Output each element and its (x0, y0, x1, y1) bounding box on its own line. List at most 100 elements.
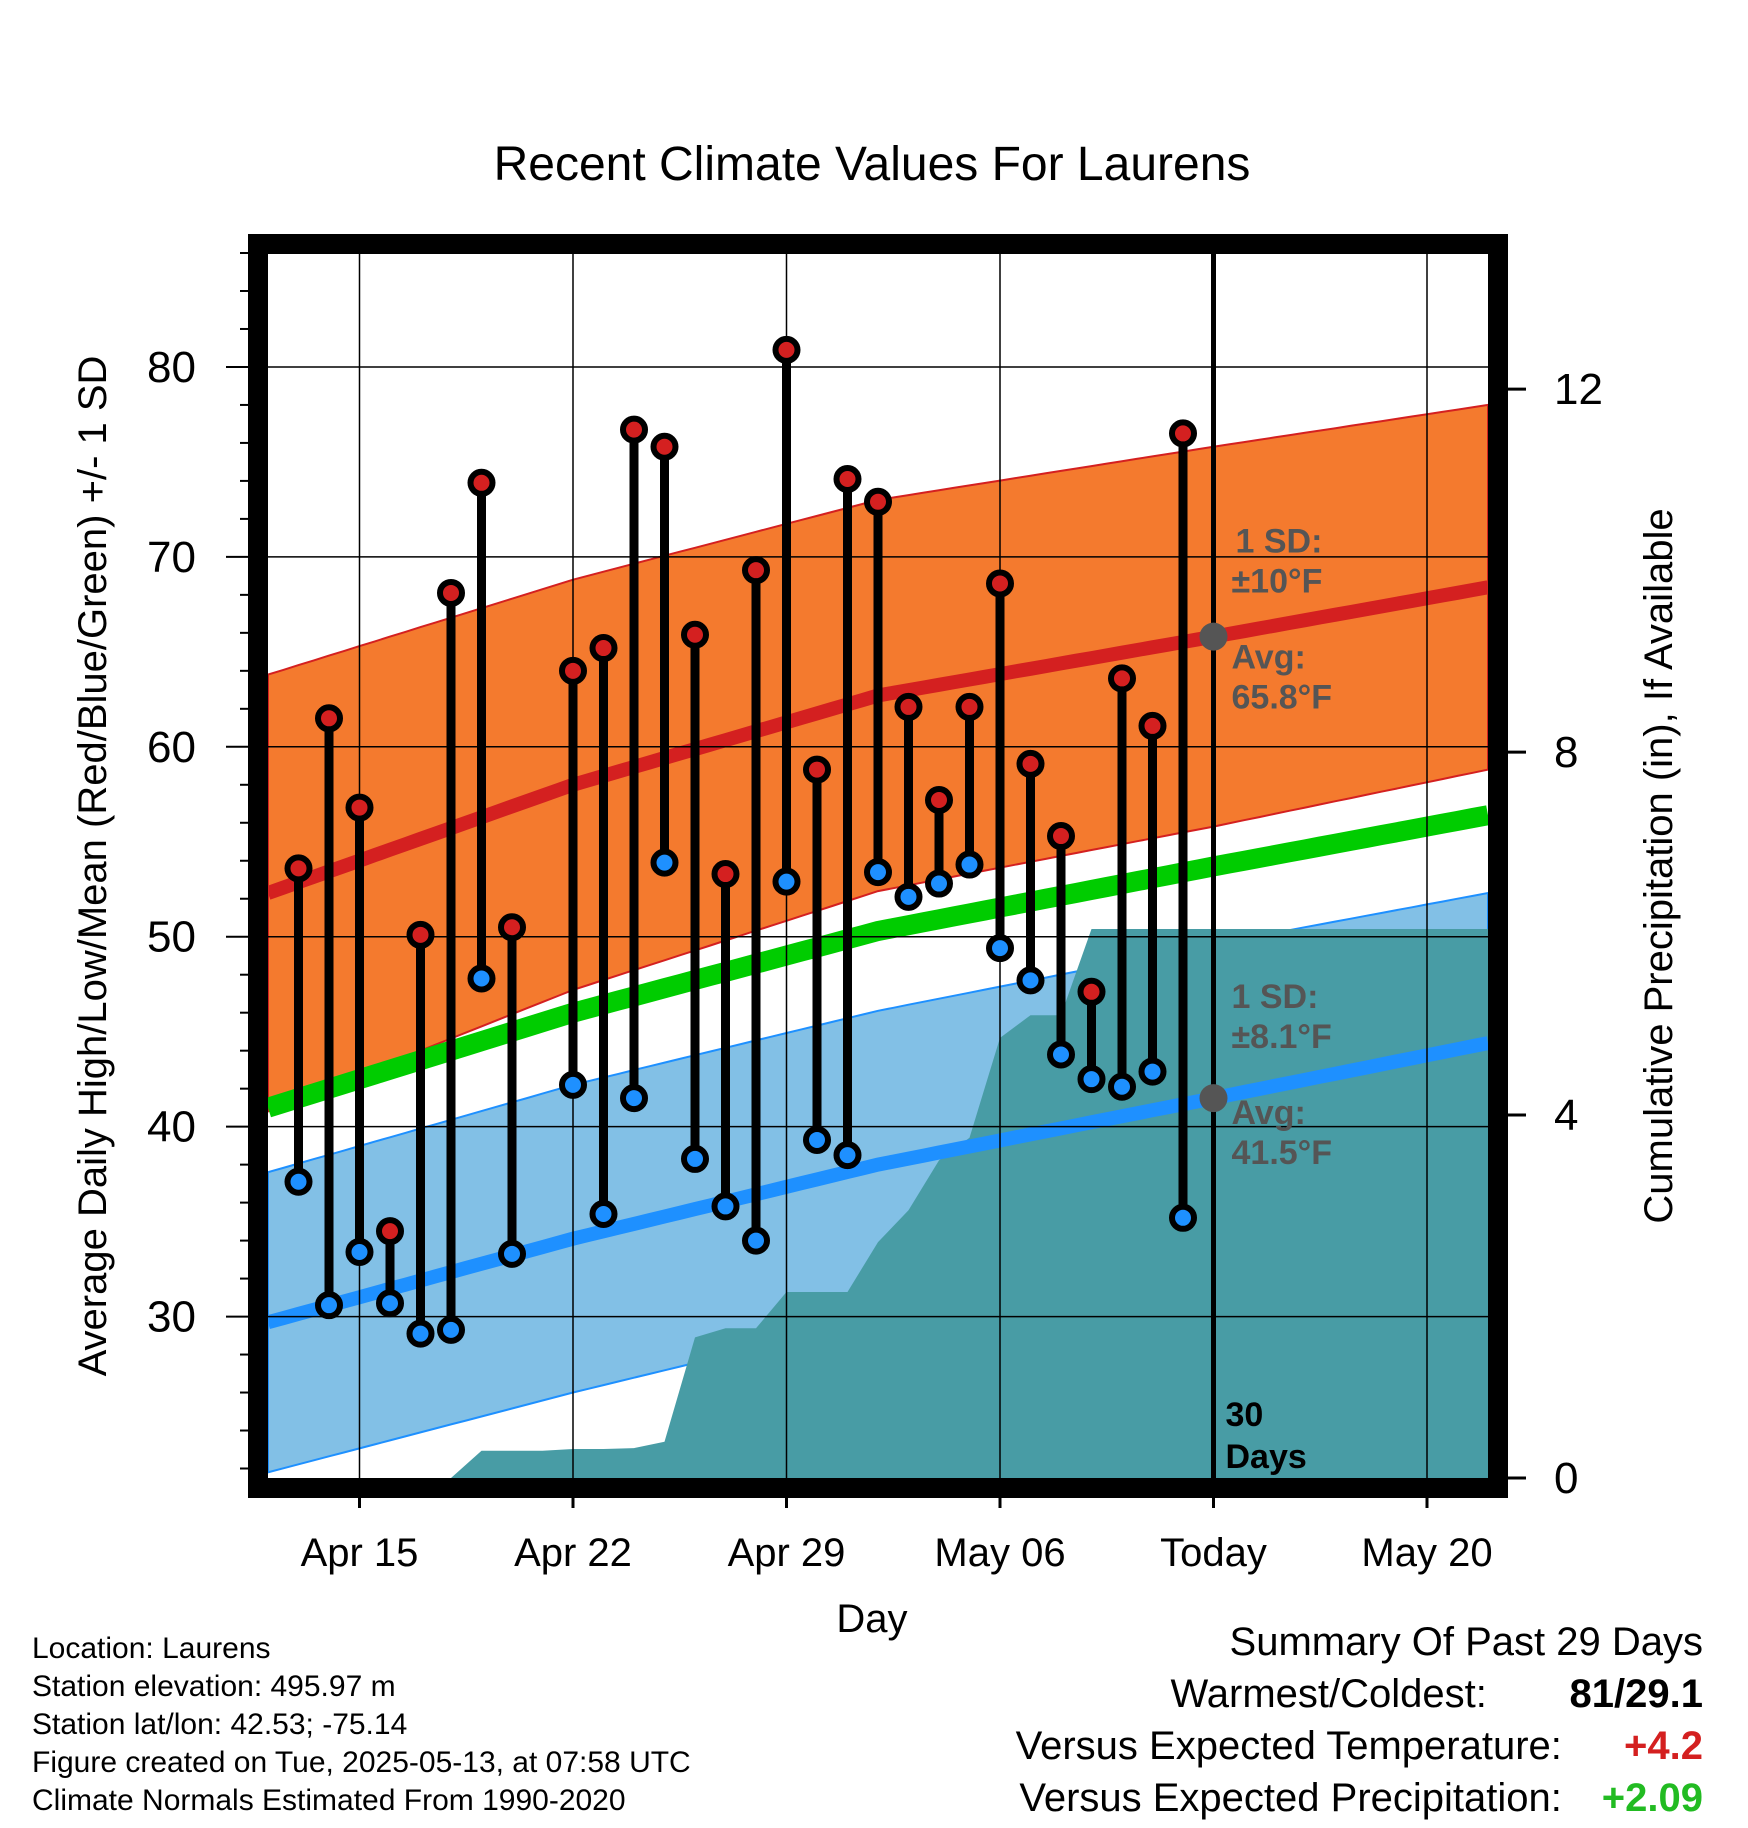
y2-tick-label: 4 (1554, 1091, 1578, 1140)
daily-low-point (1077, 1065, 1106, 1094)
y2-tick-label: 12 (1554, 365, 1603, 414)
daily-high-point (498, 913, 526, 942)
daily-low-point (1169, 1203, 1197, 1232)
daily-low-point (376, 1289, 404, 1318)
daily-low-point (406, 1319, 435, 1348)
y2-tick-label: 0 (1554, 1454, 1578, 1503)
axes: Apr 15 Apr 22 Apr 29 May 06 Today May 2030405… (147, 252, 1603, 1575)
daily-low-point (803, 1125, 831, 1154)
low-avg-marker (1199, 1084, 1228, 1113)
daily-high-point (803, 755, 831, 784)
x-tick-label: Apr 29 (728, 1531, 846, 1575)
daily-high-point (955, 692, 984, 721)
summary-temp-value: +4.2 (1624, 1724, 1703, 1768)
daily-high-point (650, 432, 679, 461)
summary-temperature: Versus Expected Temperature: +4.2 (1016, 1724, 1703, 1769)
summary-title: Summary Of Past 29 Days (1229, 1620, 1703, 1664)
y-tick-label: 50 (147, 913, 196, 962)
daily-high-point (437, 578, 465, 607)
daily-high-point (986, 569, 1014, 598)
daily-low-point (986, 934, 1014, 963)
summary-warmest-coldest-label: Warmest/Coldest: (1170, 1672, 1487, 1716)
daily-high-point (284, 854, 313, 883)
daily-high-point (315, 704, 343, 733)
footer-elevation: Station elevation: 495.97 m (32, 1670, 396, 1703)
y2-axis-label: Cumulative Precipitation (in), If Availa… (1637, 508, 1681, 1223)
daily-low-point (772, 867, 801, 896)
summary-temp-label: Versus Expected Temperature: (1015, 1724, 1562, 1768)
summary-precip-value: +2.09 (1601, 1776, 1703, 1820)
footer-created: Figure created on Tue, 2025-05-13, at 07… (32, 1746, 691, 1779)
daily-low-point (650, 848, 679, 877)
y-tick-label: 70 (147, 533, 196, 582)
daily-high-point (559, 656, 587, 685)
y-tick-label: 60 (147, 723, 196, 772)
daily-high-point (894, 692, 923, 721)
y-tick-label: 30 (147, 1293, 196, 1342)
daily-low-point (1108, 1072, 1136, 1101)
daily-high-point (772, 335, 801, 364)
daily-high-point (620, 415, 648, 444)
daily-low-point (498, 1239, 526, 1268)
daily-low-point (315, 1291, 343, 1320)
days-label-number: 30 (1226, 1396, 1264, 1434)
y-axis-label: Average Daily High/Low/Mean (Red/Blue/Gr… (71, 356, 115, 1377)
summary-precip-label: Versus Expected Precipitation: (1019, 1776, 1562, 1820)
daily-high-point (1077, 977, 1106, 1006)
daily-low-point (589, 1200, 618, 1229)
high-sd-label: 1 SD: (1236, 523, 1323, 561)
daily-high-point (742, 556, 770, 585)
daily-low-point (467, 964, 496, 993)
daily-high-point (864, 487, 892, 516)
daily-low-point (864, 858, 892, 887)
daily-low-point (437, 1315, 465, 1344)
daily-low-point (955, 850, 984, 879)
y-tick-label: 40 (147, 1103, 196, 1152)
mean-normal-line (268, 805, 1488, 1118)
daily-low-point (711, 1192, 740, 1221)
daily-high-point (1016, 749, 1045, 778)
low-avg-value: 41.5°F (1232, 1134, 1333, 1172)
high-sd-value: ±10°F (1232, 563, 1323, 601)
daily-low-point (894, 882, 923, 911)
x-tick-label: Apr 22 (514, 1531, 632, 1575)
daily-high-point (833, 465, 862, 494)
daily-low-point (1016, 966, 1045, 995)
daily-high-point (925, 785, 953, 814)
daily-low-point (620, 1084, 648, 1113)
low-avg-label: Avg: (1232, 1094, 1306, 1132)
x-tick-label: Apr 15 (301, 1531, 419, 1575)
daily-high-point (1108, 664, 1136, 693)
footer-location: Location: Laurens (32, 1632, 271, 1665)
grid-lines (268, 253, 1488, 1478)
high-avg-label: Avg: (1232, 639, 1306, 677)
daily-high-point (345, 793, 374, 822)
x-axis-label: Day (836, 1597, 907, 1641)
x-tick-label: May 20 (1361, 1531, 1492, 1575)
plot-frame (248, 234, 1508, 1498)
daily-low-point (1138, 1057, 1167, 1086)
x-tick-label: Today (1160, 1531, 1267, 1575)
daily-high-point (1138, 711, 1167, 740)
x-tick-label: May 06 (934, 1531, 1065, 1575)
y2-tick-label: 8 (1554, 728, 1578, 777)
daily-low-point (1047, 1040, 1075, 1069)
footer-normals: Climate Normals Estimated From 1990-2020 (32, 1784, 626, 1817)
daily-low-point (681, 1144, 709, 1173)
daily-high-point (406, 920, 435, 949)
daily-high-point (376, 1217, 404, 1246)
low-sd-value: ±8.1°F (1232, 1018, 1332, 1056)
footer-latlon: Station lat/lon: 42.53; -75.14 (32, 1708, 408, 1741)
daily-high-point (681, 620, 709, 649)
high-avg-marker (1199, 622, 1228, 651)
low-normal-line (268, 1036, 1488, 1330)
summary-warmest-coldest-value: 81/29.1 (1569, 1672, 1703, 1716)
days-label-text: Days (1226, 1438, 1307, 1476)
chart-title: Recent Climate Values For Laurens (494, 138, 1251, 191)
y-tick-label: 80 (147, 343, 196, 392)
summary-precipitation: Versus Expected Precipitation: +2.09 (1019, 1776, 1703, 1821)
low-sd-label: 1 SD: (1232, 978, 1319, 1016)
daily-low-point (345, 1237, 374, 1266)
daily-high-point (589, 634, 618, 663)
